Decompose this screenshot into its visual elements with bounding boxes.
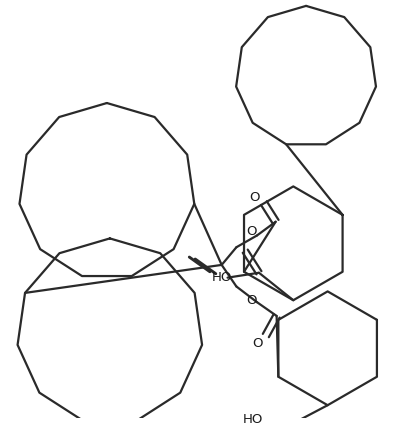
Text: O: O: [245, 294, 256, 307]
Text: O: O: [248, 191, 258, 204]
Text: HO: HO: [211, 271, 231, 284]
Text: HO: HO: [242, 413, 263, 426]
Text: O: O: [252, 337, 263, 350]
Text: O: O: [245, 225, 256, 238]
